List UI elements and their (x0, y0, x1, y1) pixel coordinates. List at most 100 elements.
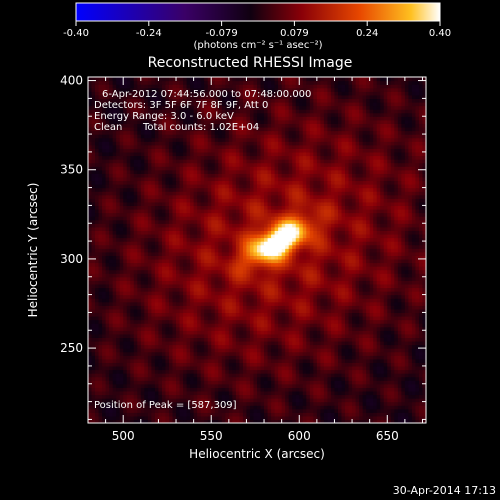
heatmap-cell (151, 419, 156, 423)
heatmap-cell (200, 312, 205, 317)
heatmap-cell (271, 383, 276, 388)
heatmap-cell (362, 308, 367, 314)
heatmap-cell (154, 315, 160, 321)
heatmap-cell (102, 269, 107, 274)
heatmap-cell (394, 373, 399, 378)
heatmap-cell (373, 276, 378, 281)
heatmap-cell (193, 383, 198, 388)
heatmap-cell (211, 266, 216, 271)
heatmap-cell (271, 387, 276, 392)
heatmap-cell (278, 269, 283, 274)
heatmap-cell (373, 412, 378, 417)
heatmap-cell (221, 237, 226, 242)
heatmap-cell (190, 398, 195, 403)
heatmap-cell (348, 248, 353, 253)
heatmap-cell (408, 365, 413, 371)
heatmap-cell (239, 273, 244, 278)
heatmap-cell (334, 365, 339, 371)
heatmap-cell (292, 301, 297, 306)
heatmap-cell (176, 241, 181, 246)
heatmap-cell (88, 255, 93, 260)
heatmap-cell (323, 308, 329, 314)
heatmap-cell (221, 315, 226, 321)
heatmap-cell (313, 348, 318, 353)
heatmap-cell (278, 373, 283, 378)
heatmap-cell (119, 380, 124, 385)
heatmap-cell (137, 319, 142, 324)
heatmap-cell (323, 315, 329, 321)
heatmap-cell (225, 355, 230, 360)
heatmap-cell (380, 415, 385, 421)
heatmap-cell (168, 280, 174, 285)
heatmap-cell (418, 401, 424, 406)
heatmap-cell (151, 291, 156, 296)
heatmap-cell (140, 376, 145, 381)
heatmap-cell (151, 248, 156, 253)
heatmap-cell (105, 337, 110, 342)
heatmap-cell (341, 305, 346, 310)
heatmap-cell (151, 405, 156, 410)
heatmap-cell (320, 330, 325, 335)
heatmap-cell (355, 241, 360, 246)
heatmap-cell (348, 358, 353, 363)
heatmap-cell (383, 398, 388, 403)
heatmap-cell (147, 355, 152, 360)
heatmap-cell (397, 390, 402, 396)
heatmap-cell (281, 355, 286, 360)
heatmap-cell (204, 251, 209, 256)
heatmap-cell (313, 358, 318, 363)
heatmap-cell (98, 365, 103, 371)
heatmap-cell (235, 348, 240, 353)
heatmap-cell (200, 415, 205, 421)
heatmap-cell (119, 241, 124, 246)
heatmap-cell (102, 387, 107, 392)
heatmap-cell (133, 380, 138, 385)
heatmap-cell (359, 269, 364, 274)
heatmap-cell (306, 369, 311, 374)
heatmap-cell (348, 305, 353, 310)
heatmap-cell (151, 255, 156, 260)
heatmap-cell (197, 308, 202, 314)
heatmap-cell (387, 294, 392, 299)
heatmap-cell (327, 291, 332, 296)
heatmap-cell (126, 405, 131, 410)
heatmap-cell (112, 262, 117, 267)
heatmap-cell (408, 291, 413, 296)
heatmap-cell (390, 301, 395, 306)
heatmap-cell (225, 308, 230, 314)
heatmap-cell (285, 280, 290, 285)
heatmap-cell (218, 344, 223, 349)
heatmap-cell (285, 326, 290, 331)
heatmap-cell (197, 291, 202, 296)
heatmap-cell (172, 333, 177, 338)
heatmap-cell (165, 401, 170, 406)
heatmap-cell (302, 412, 307, 417)
heatmap-cell (147, 255, 152, 260)
heatmap-cell (102, 291, 107, 296)
heatmap-cell (112, 394, 117, 399)
heatmap-cell (165, 258, 170, 264)
heatmap-cell (376, 241, 381, 246)
heatmap-cell (165, 412, 170, 417)
heatmap-cell (373, 301, 378, 306)
heatmap-cell (359, 387, 364, 392)
heatmap-cell (394, 333, 399, 338)
heatmap-cell (218, 390, 223, 396)
heatmap-cell (359, 237, 364, 242)
heatmap-cell (422, 330, 426, 335)
heatmap-cell (390, 415, 395, 421)
heatmap-cell (137, 273, 142, 278)
heatmap-cell (211, 315, 216, 321)
heatmap-cell (337, 330, 343, 335)
heatmap-cell (278, 369, 283, 374)
heatmap-cell (373, 323, 378, 328)
heatmap-cell (246, 280, 251, 285)
heatmap-cell (380, 301, 385, 306)
heatmap-cell (197, 241, 202, 246)
heatmap-cell (186, 323, 191, 328)
heatmap-cell (197, 365, 202, 371)
heatmap-cell (88, 351, 93, 356)
heatmap-cell (91, 315, 96, 321)
heatmap-cell (246, 276, 251, 281)
heatmap-cell (415, 344, 420, 349)
